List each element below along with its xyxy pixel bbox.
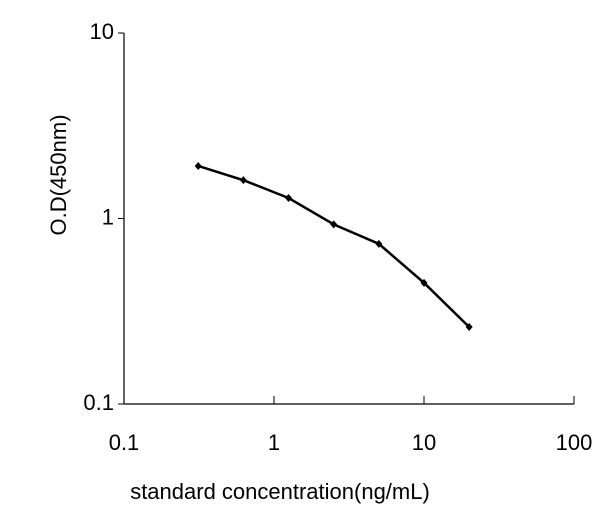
y-tick-label: 1: [102, 204, 114, 229]
x-tick-label: 0.1: [109, 430, 140, 455]
x-axis-label: standard concentration(ng/mL): [130, 479, 430, 504]
x-tick-label: 100: [556, 430, 593, 455]
marker: [194, 161, 202, 170]
marker: [285, 193, 293, 202]
marker: [420, 278, 428, 287]
y-tick-label: 0.1: [83, 390, 114, 415]
x-tick-label: 10: [412, 430, 436, 455]
x-tick-label: 1: [268, 430, 280, 455]
marker: [330, 220, 338, 229]
marker: [375, 239, 383, 248]
y-tick-label: 10: [90, 19, 114, 44]
y-axis-label: O.D(450nm): [46, 114, 71, 235]
marker: [465, 323, 473, 332]
marker: [239, 176, 247, 185]
line: [197, 164, 471, 328]
